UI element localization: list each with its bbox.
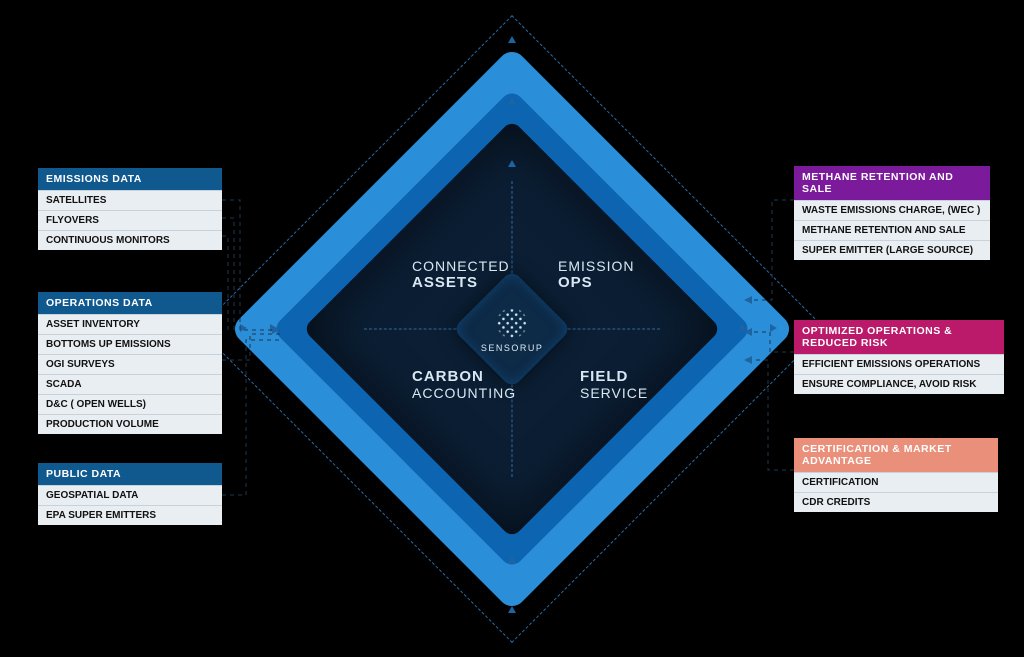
quadrant-connected-assets: CONNECTED ASSETS xyxy=(412,258,510,291)
flow-arrow-icon xyxy=(508,160,516,167)
flow-arrow-icon xyxy=(508,606,516,613)
group-certification: CERTIFICATION & MARKET ADVANTAGE CERTIFI… xyxy=(794,438,998,512)
flow-arrow-icon xyxy=(770,324,781,332)
list-item: BOTTOMS UP EMISSIONS xyxy=(38,334,222,354)
group-public-data: PUBLIC DATA GEOSPATIAL DATA EPA SUPER EM… xyxy=(38,463,222,525)
group-header: CERTIFICATION & MARKET ADVANTAGE xyxy=(794,438,998,472)
list-item: SCADA xyxy=(38,374,222,394)
list-item: ENSURE COMPLIANCE, AVOID RISK xyxy=(794,374,1004,394)
list-item: CDR CREDITS xyxy=(794,492,998,512)
flow-arrow-icon xyxy=(508,36,516,43)
list-item: D&C ( OPEN WELLS) xyxy=(38,394,222,414)
group-header: METHANE RETENTION AND SALE xyxy=(794,166,990,200)
flow-arrow-icon xyxy=(270,324,281,332)
group-header: PUBLIC DATA xyxy=(38,463,222,485)
brand-dots-icon xyxy=(487,297,538,348)
list-item: SUPER EMITTER (LARGE SOURCE) xyxy=(794,240,990,260)
group-header: OPERATIONS DATA xyxy=(38,292,222,314)
list-item: WASTE EMISSIONS CHARGE, (WEC ) xyxy=(794,200,990,220)
list-item: EPA SUPER EMITTERS xyxy=(38,505,222,525)
group-operations-data: OPERATIONS DATA ASSET INVENTORY BOTTOMS … xyxy=(38,292,222,434)
quadrant-field-service: FIELD SERVICE xyxy=(580,368,648,401)
list-item: EFFICIENT EMISSIONS OPERATIONS xyxy=(794,354,1004,374)
group-optimized-operations: OPTIMIZED OPERATIONS & REDUCED RISK EFFI… xyxy=(794,320,1004,394)
flow-arrow-icon xyxy=(508,98,516,105)
list-item: PRODUCTION VOLUME xyxy=(38,414,222,434)
flow-arrow-icon xyxy=(740,324,751,332)
list-item: SATELLITES xyxy=(38,190,222,210)
list-item: GEOSPATIAL DATA xyxy=(38,485,222,505)
list-item: CONTINUOUS MONITORS xyxy=(38,230,222,250)
list-item: FLYOVERS xyxy=(38,210,222,230)
flow-arrow-icon xyxy=(240,324,251,332)
group-methane-retention: METHANE RETENTION AND SALE WASTE EMISSIO… xyxy=(794,166,990,260)
list-item: OGI SURVEYS xyxy=(38,354,222,374)
group-header: OPTIMIZED OPERATIONS & REDUCED RISK xyxy=(794,320,1004,354)
group-emissions-data: EMISSIONS DATA SATELLITES FLYOVERS CONTI… xyxy=(38,168,222,250)
group-header: EMISSIONS DATA xyxy=(38,168,222,190)
list-item: METHANE RETENTION AND SALE xyxy=(794,220,990,240)
list-item: ASSET INVENTORY xyxy=(38,314,222,334)
list-item: CERTIFICATION xyxy=(794,472,998,492)
flow-arrow-icon xyxy=(508,556,516,563)
quadrant-carbon-accounting: CARBON ACCOUNTING xyxy=(412,368,516,401)
quadrant-emission-ops: EMISSION OPS xyxy=(558,258,634,291)
